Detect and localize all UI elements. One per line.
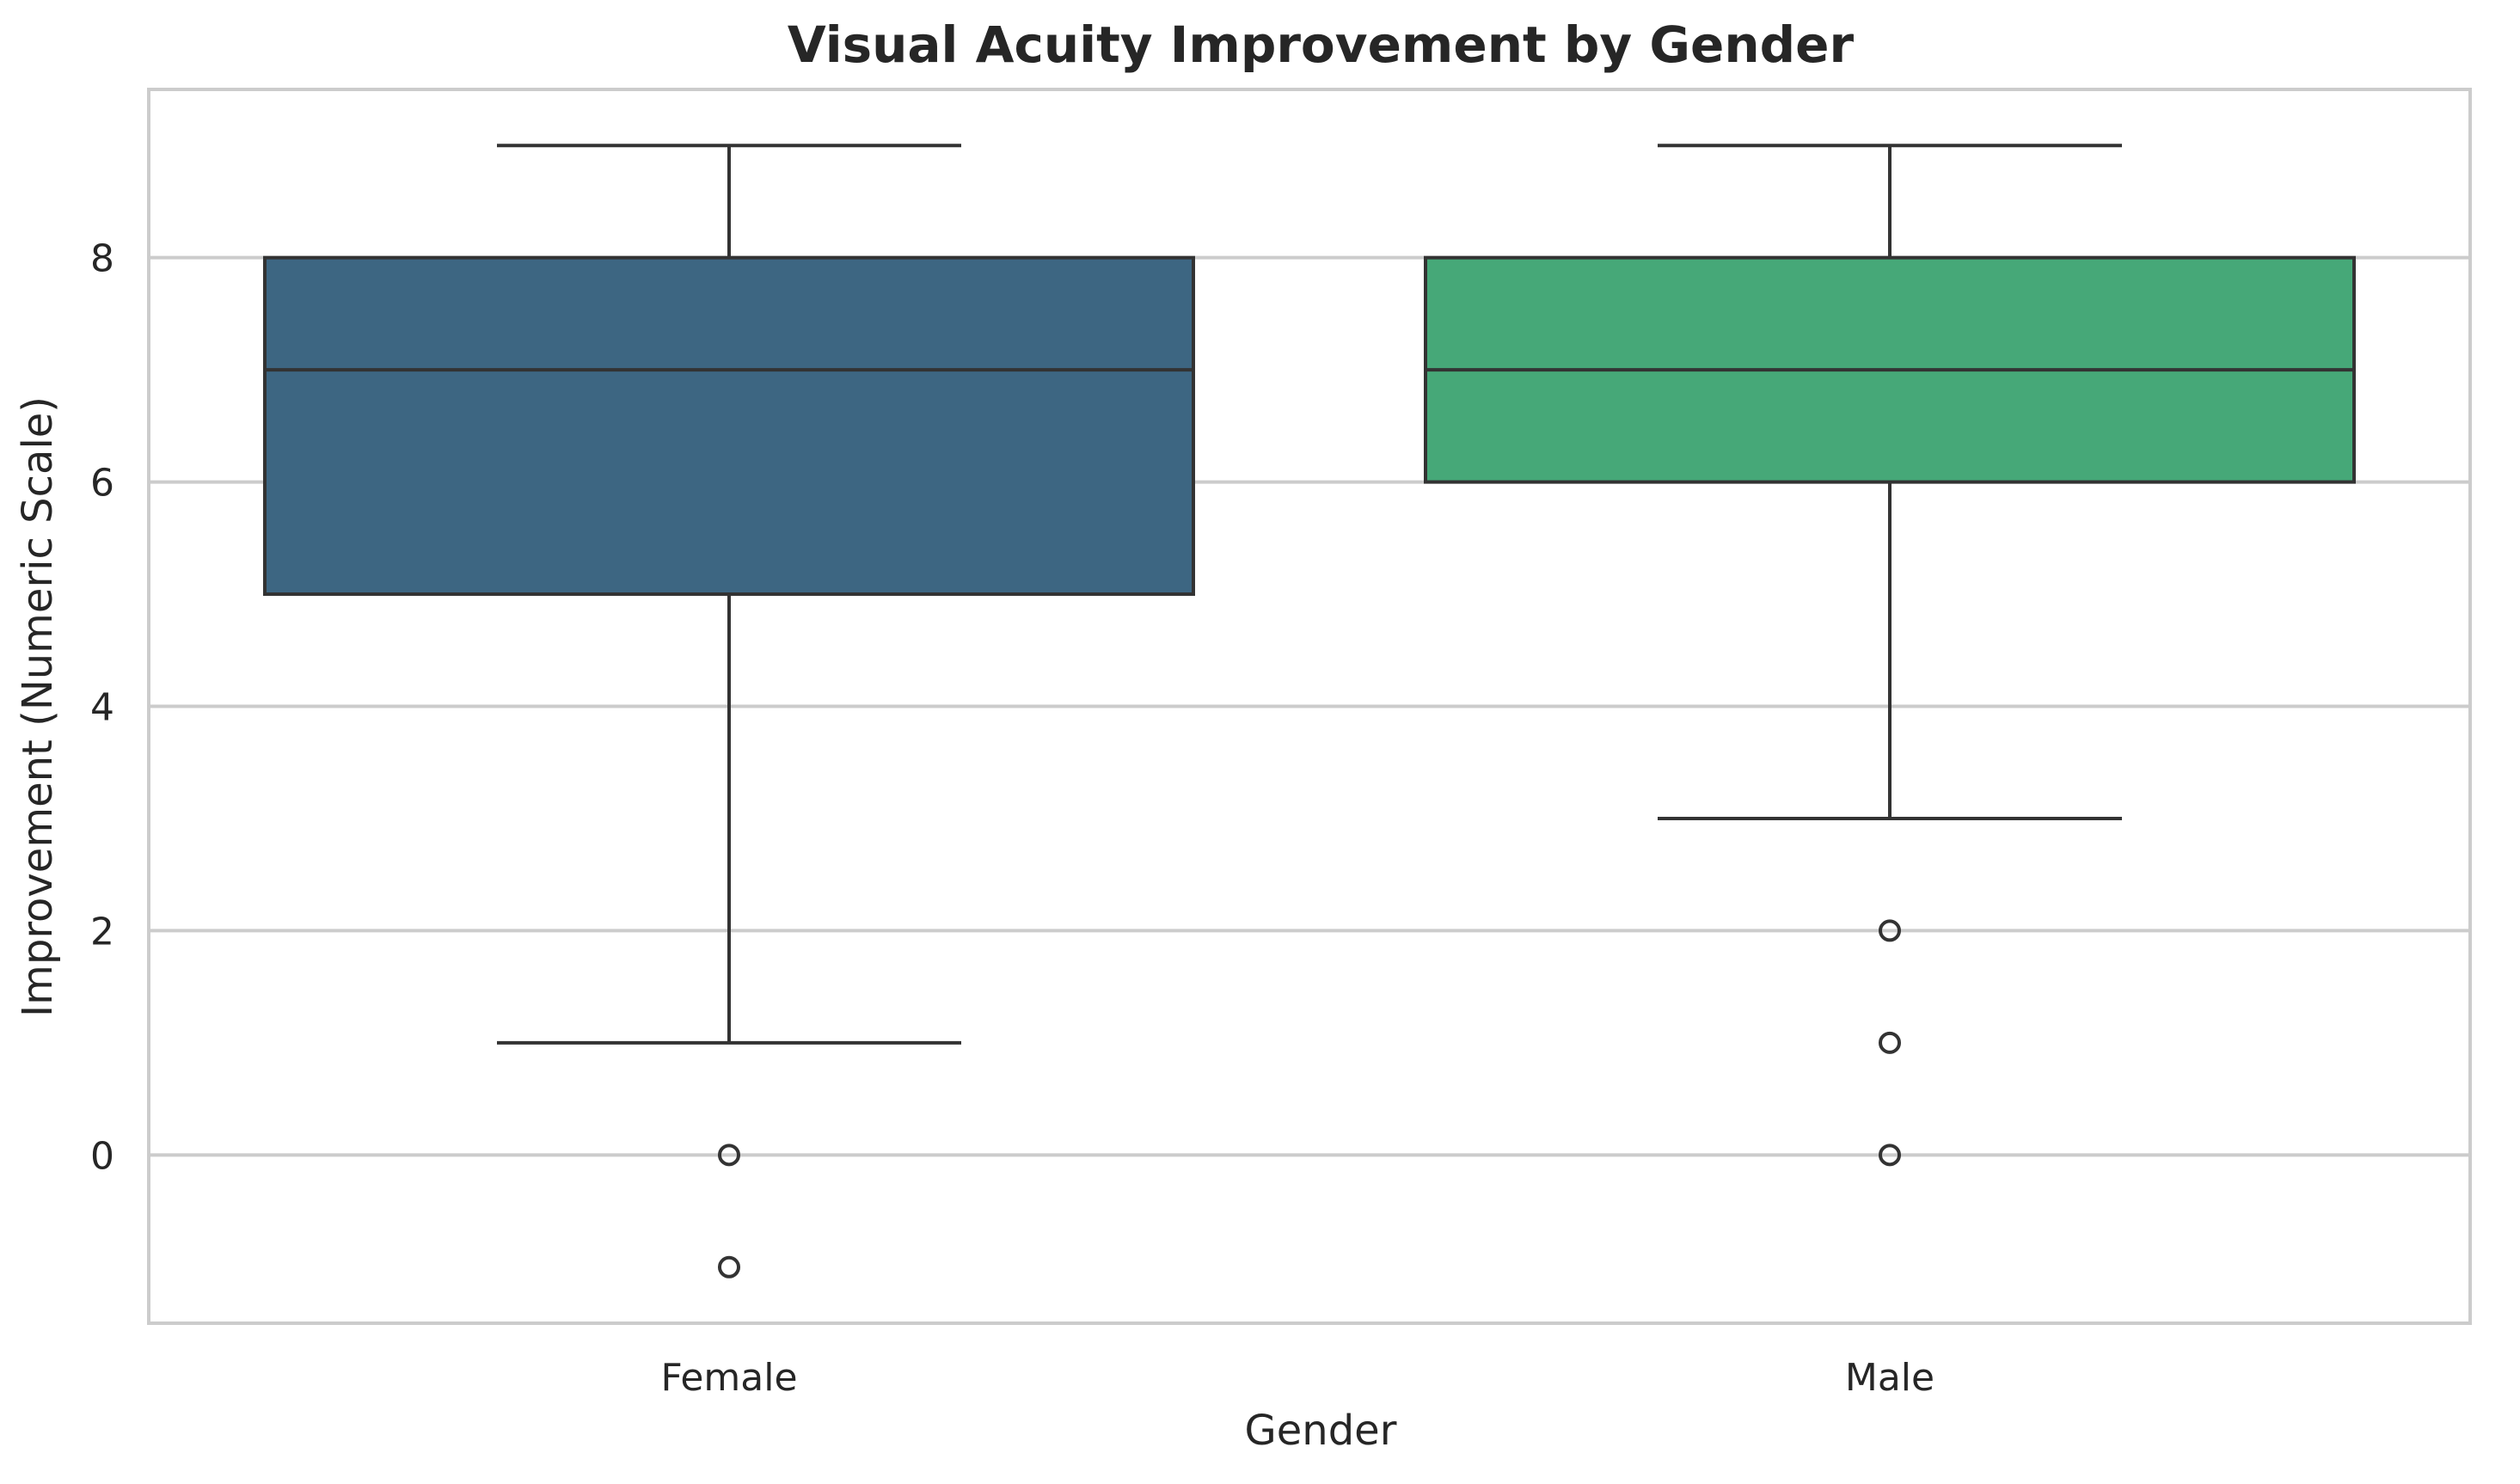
- outlier-point: [1879, 919, 1901, 942]
- x-ticks: Female Male: [660, 1356, 1934, 1400]
- box-body: [263, 255, 1195, 597]
- y-tick-label: 0: [90, 1134, 114, 1178]
- chart-title: Visual Acuity Improvement by Gender: [788, 15, 1855, 74]
- y-ticks: 0 2 4 6 8: [90, 237, 114, 1179]
- y-tick-label: 8: [90, 237, 114, 281]
- outlier-point: [1879, 1144, 1901, 1167]
- y-tick-label: 2: [90, 910, 114, 954]
- y-axis-label: Improvement (Numeric Scale): [14, 396, 62, 1017]
- x-tick-label: Male: [1845, 1356, 1934, 1400]
- outlier-point: [718, 1144, 740, 1167]
- boxes: [263, 144, 2356, 1279]
- box-male: [1424, 144, 2356, 1167]
- outlier-point: [1879, 1031, 1901, 1054]
- x-axis-label: Gender: [1245, 1407, 1397, 1455]
- x-tick-label: Female: [660, 1356, 797, 1400]
- box-female: [263, 144, 1195, 1279]
- y-tick-label: 4: [90, 686, 114, 730]
- outlier-point: [718, 1255, 740, 1279]
- y-tick-label: 6: [90, 462, 114, 506]
